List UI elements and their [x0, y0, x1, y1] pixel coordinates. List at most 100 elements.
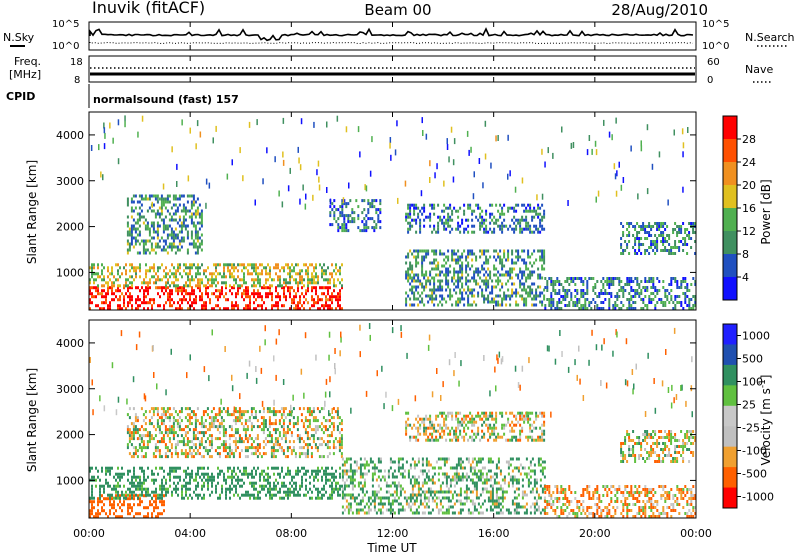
- heatmap-cell: [648, 234, 651, 237]
- heatmap-cell: [270, 422, 273, 426]
- heatmap-cell: [146, 440, 149, 444]
- heatmap-cell: [527, 252, 530, 256]
- heatmap-cell: [608, 286, 611, 289]
- heatmap-cell: [340, 455, 343, 459]
- heatmap-cell: [441, 221, 444, 225]
- heatmap-cell: [210, 416, 213, 420]
- heatmap-cell: [628, 225, 631, 228]
- heatmap-cell: [397, 511, 400, 515]
- heatmap-cell: [331, 490, 333, 494]
- heatmap-cell: [149, 298, 151, 302]
- heatmap-cell: [543, 288, 546, 292]
- heatmap-cell: [584, 298, 587, 301]
- heatmap-cell: [636, 234, 639, 237]
- heatmap-cell: [475, 255, 478, 259]
- heatmap-cell: [137, 512, 139, 516]
- heatmap-cell: [228, 455, 231, 459]
- heatmap-cell: [155, 506, 157, 510]
- heatmap-cell: [578, 301, 581, 304]
- heatmap-cell: [351, 475, 354, 479]
- heatmap-cell: [300, 446, 303, 450]
- heatmap-cell: [541, 303, 544, 307]
- heatmap-cell: [568, 277, 571, 280]
- heatmap-cell: [417, 505, 420, 509]
- heatmap-cell: [269, 487, 271, 491]
- heatmap-cell: [423, 481, 426, 485]
- heatmap-cell: [632, 289, 635, 292]
- heatmap-cell: [343, 493, 346, 497]
- heatmap-cell: [501, 273, 504, 277]
- heatmap-cell: [541, 148, 543, 155]
- heatmap-cell: [519, 224, 522, 228]
- heatmap-cell: [529, 230, 532, 234]
- heatmap-cell: [147, 301, 149, 305]
- heatmap-cell: [181, 286, 183, 290]
- heatmap-cell: [308, 422, 311, 426]
- heatmap-cell: [457, 227, 460, 231]
- heatmap-cell: [507, 209, 510, 213]
- heatmap-cell: [176, 245, 179, 249]
- heatmap-cell: [278, 190, 280, 197]
- heatmap-cell: [218, 425, 221, 429]
- heatmap-cell: [119, 275, 121, 279]
- heatmap-cell: [369, 170, 372, 177]
- heatmap-cell: [297, 272, 299, 276]
- heatmap-cell: [252, 407, 255, 411]
- heatmap-cell: [138, 212, 141, 216]
- heatmap-cell: [143, 301, 145, 305]
- heatmap-cell: [535, 224, 538, 228]
- heatmap-cell: [198, 203, 201, 207]
- heatmap-cell: [231, 275, 233, 279]
- heatmap-cell: [152, 437, 155, 441]
- heatmap-cell: [509, 267, 512, 271]
- heatmap-cell: [648, 295, 651, 298]
- heatmap-cell: [359, 487, 362, 491]
- heatmap-cell: [658, 289, 661, 292]
- heatmap-cell: [455, 258, 458, 262]
- heatmap-cell: [371, 493, 374, 497]
- heatmap-cell: [688, 222, 691, 225]
- heatmap-cell: [552, 283, 555, 286]
- heatmap-cell: [268, 422, 271, 426]
- heatmap-cell: [163, 275, 165, 279]
- heatmap-cell: [179, 272, 181, 276]
- heatmap-cell: [119, 478, 121, 482]
- heatmap-cell: [320, 428, 323, 432]
- heatmap-cell: [431, 203, 434, 207]
- heatmap-cell: [170, 233, 173, 237]
- heatmap-cell: [306, 419, 309, 423]
- heatmap-cell: [371, 460, 374, 464]
- heatmap-cell: [250, 443, 253, 447]
- heatmap-cell: [656, 277, 659, 280]
- heatmap-cell: [140, 446, 143, 450]
- heatmap-cell: [503, 203, 506, 207]
- heatmap-cell: [439, 249, 442, 253]
- heatmap-cell: [258, 452, 261, 456]
- heatmap-cell: [503, 224, 506, 228]
- heatmap-cell: [135, 475, 137, 479]
- heatmap-cell: [407, 469, 410, 473]
- heatmap-cell: [407, 267, 410, 271]
- heatmap-cell: [328, 419, 331, 423]
- heatmap-cell: [184, 407, 187, 411]
- heatmap-cell: [240, 413, 243, 417]
- heatmap-cell: [148, 206, 151, 210]
- heatmap-cell: [329, 493, 331, 497]
- heatmap-cell: [670, 289, 673, 292]
- heatmap-cell: [423, 303, 426, 307]
- heatmap-cell: [141, 281, 143, 285]
- heatmap-cell: [172, 419, 175, 423]
- heatmap-cell: [221, 275, 223, 279]
- heatmap-cell: [97, 272, 99, 276]
- heatmap-cell: [367, 199, 370, 203]
- heatmap-cell: [327, 286, 329, 290]
- heatmap-cell: [278, 419, 281, 423]
- heatmap-cell: [93, 500, 95, 504]
- colorbar-swatch: [723, 185, 737, 209]
- heatmap-cell: [233, 469, 235, 473]
- heatmap-cell: [239, 278, 241, 282]
- heatmap-cell: [351, 472, 354, 476]
- heatmap-cell: [155, 272, 157, 276]
- heatmap-cell: [142, 242, 145, 246]
- heatmap-cell: [223, 281, 225, 285]
